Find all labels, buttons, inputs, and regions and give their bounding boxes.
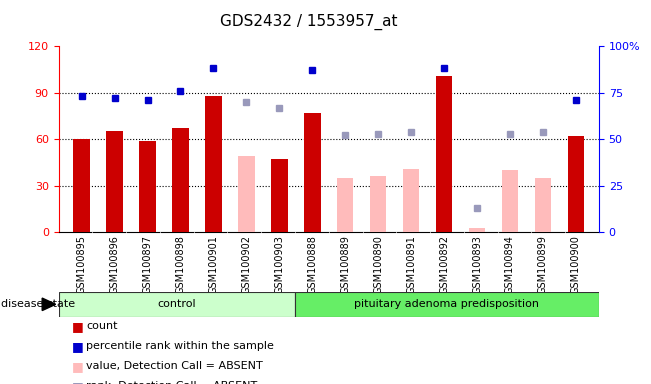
- Bar: [568, 136, 584, 232]
- Text: ■: ■: [72, 340, 83, 353]
- Text: disease state: disease state: [1, 299, 75, 310]
- Bar: [436, 76, 452, 232]
- Bar: [205, 96, 222, 232]
- Bar: [238, 156, 255, 232]
- Text: ■: ■: [72, 380, 83, 384]
- Bar: [59, 292, 295, 317]
- Bar: [534, 178, 551, 232]
- Bar: [74, 139, 90, 232]
- Text: ■: ■: [72, 360, 83, 373]
- Text: pituitary adenoma predisposition: pituitary adenoma predisposition: [354, 299, 540, 310]
- Text: value, Detection Call = ABSENT: value, Detection Call = ABSENT: [86, 361, 263, 371]
- Bar: [370, 177, 387, 232]
- Text: percentile rank within the sample: percentile rank within the sample: [86, 341, 274, 351]
- Text: control: control: [158, 299, 196, 310]
- Text: ■: ■: [72, 320, 83, 333]
- Polygon shape: [42, 298, 55, 311]
- Bar: [469, 228, 485, 232]
- Text: GDS2432 / 1553957_at: GDS2432 / 1553957_at: [221, 13, 398, 30]
- Bar: [337, 178, 353, 232]
- Bar: [403, 169, 419, 232]
- Bar: [502, 170, 518, 232]
- Bar: [295, 292, 599, 317]
- Bar: [271, 159, 288, 232]
- Bar: [106, 131, 123, 232]
- Bar: [173, 128, 189, 232]
- Bar: [139, 141, 156, 232]
- Bar: [304, 113, 320, 232]
- Text: rank, Detection Call = ABSENT: rank, Detection Call = ABSENT: [86, 381, 257, 384]
- Text: count: count: [86, 321, 117, 331]
